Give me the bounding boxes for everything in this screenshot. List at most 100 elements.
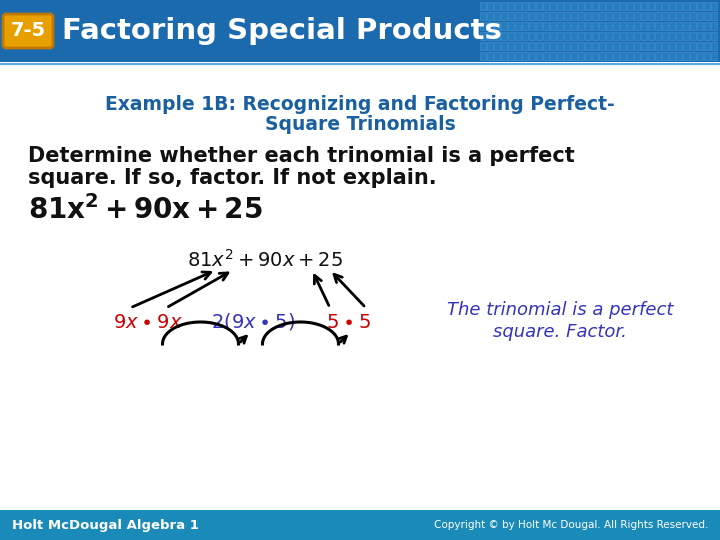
Bar [683,52,689,60]
Bar [704,12,710,20]
Bar [550,52,556,60]
Bar [487,52,493,60]
Bar [676,22,682,30]
Bar [557,42,563,50]
Text: $9x \bullet 9x$: $9x \bullet 9x$ [113,313,183,332]
Bar [690,12,696,20]
Bar [683,2,689,10]
Bar [585,22,591,30]
Bar [564,22,570,30]
Bar [606,52,612,60]
Bar [592,52,598,60]
Text: Example 1B: Recognizing and Factoring Perfect-: Example 1B: Recognizing and Factoring Pe… [105,94,615,113]
Bar [606,22,612,30]
Bar [662,22,668,30]
Bar [606,12,612,20]
Bar [662,2,668,10]
Bar [578,22,584,30]
Bar [669,12,675,20]
Text: Square Trinomials: Square Trinomials [265,114,455,133]
Bar [571,12,577,20]
Bar [662,52,668,60]
Bar [662,12,668,20]
Bar [676,42,682,50]
Bar [487,42,493,50]
Bar [641,22,647,30]
Bar [501,12,507,20]
Bar [599,52,605,60]
Bar [613,32,619,40]
Bar [571,22,577,30]
Bar [620,12,626,20]
Bar [515,32,521,40]
Bar [627,22,633,30]
Bar [480,52,486,60]
Bar [620,22,626,30]
Bar [536,2,542,10]
Bar [550,22,556,30]
Text: $2(9x \bullet 5)$: $2(9x \bullet 5)$ [211,312,295,333]
Bar [641,32,647,40]
Bar [480,22,486,30]
Bar [697,52,703,60]
Bar [564,32,570,40]
Bar [515,22,521,30]
Bar [543,22,549,30]
Bar [711,2,717,10]
Bar [487,12,493,20]
Bar [669,52,675,60]
Bar [669,2,675,10]
Bar [599,22,605,30]
Bar [613,52,619,60]
Bar [501,2,507,10]
Bar [648,52,654,60]
Bar [613,2,619,10]
Bar [515,42,521,50]
Bar [669,32,675,40]
Bar [564,52,570,60]
Bar [550,2,556,10]
Bar [620,2,626,10]
Bar [501,32,507,40]
Text: Determine whether each trinomial is a perfect: Determine whether each trinomial is a pe… [28,146,575,166]
Bar [578,52,584,60]
Bar [704,42,710,50]
Bar [592,22,598,30]
Bar [620,52,626,60]
Bar [627,2,633,10]
Bar [585,42,591,50]
Bar [690,42,696,50]
Bar [522,32,528,40]
Bar [564,12,570,20]
Bar [599,42,605,50]
Bar [536,32,542,40]
Bar [557,22,563,30]
Bar [578,32,584,40]
Bar [648,2,654,10]
Bar [578,42,584,50]
Bar [634,12,640,20]
Bar [529,12,535,20]
Bar [585,2,591,10]
Bar [508,2,514,10]
Bar [648,42,654,50]
Bar [508,42,514,50]
Bar [648,12,654,20]
Text: Factoring Special Products: Factoring Special Products [62,17,502,45]
Bar [690,2,696,10]
Bar [697,32,703,40]
Bar [704,32,710,40]
Bar [536,52,542,60]
Bar [655,22,661,30]
Bar [613,12,619,20]
Bar [536,12,542,20]
Bar [487,2,493,10]
Bar [606,2,612,10]
Bar [494,32,500,40]
Bar [522,2,528,10]
Bar [550,42,556,50]
Bar [711,42,717,50]
Bar [0,0,720,62]
Bar [585,12,591,20]
Text: Holt McDougal Algebra 1: Holt McDougal Algebra 1 [12,518,199,531]
